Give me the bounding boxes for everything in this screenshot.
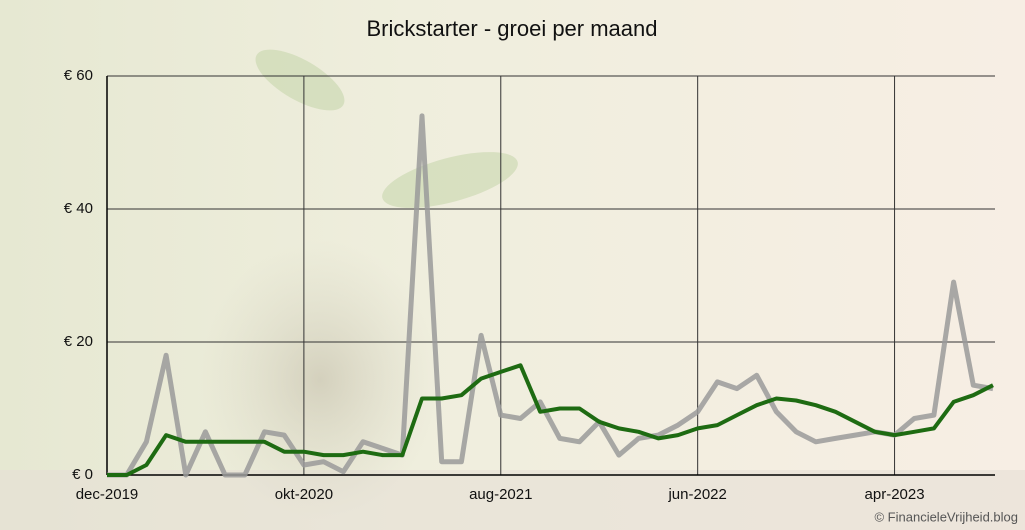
x-tick-label: apr-2023 [865,486,925,503]
y-tick-label: € 20 [64,333,93,350]
jar-decoration [200,240,440,520]
x-tick-label: okt-2020 [275,486,333,503]
x-tick-label: aug-2021 [469,486,532,503]
chart-title: Brickstarter - groei per maand [367,16,658,41]
leaf-decoration [255,49,345,111]
credit: © FinancieleVrijheid.blog [874,509,1018,524]
line-series [107,363,994,477]
x-tick-label: dec-2019 [76,486,139,503]
y-tick-label: € 60 [64,67,93,84]
x-tick-label: jun-2022 [667,486,726,503]
y-tick-label: € 40 [64,200,93,217]
table-surface [0,470,1025,530]
y-tick-label: € 0 [72,466,93,483]
line-series [107,113,994,478]
